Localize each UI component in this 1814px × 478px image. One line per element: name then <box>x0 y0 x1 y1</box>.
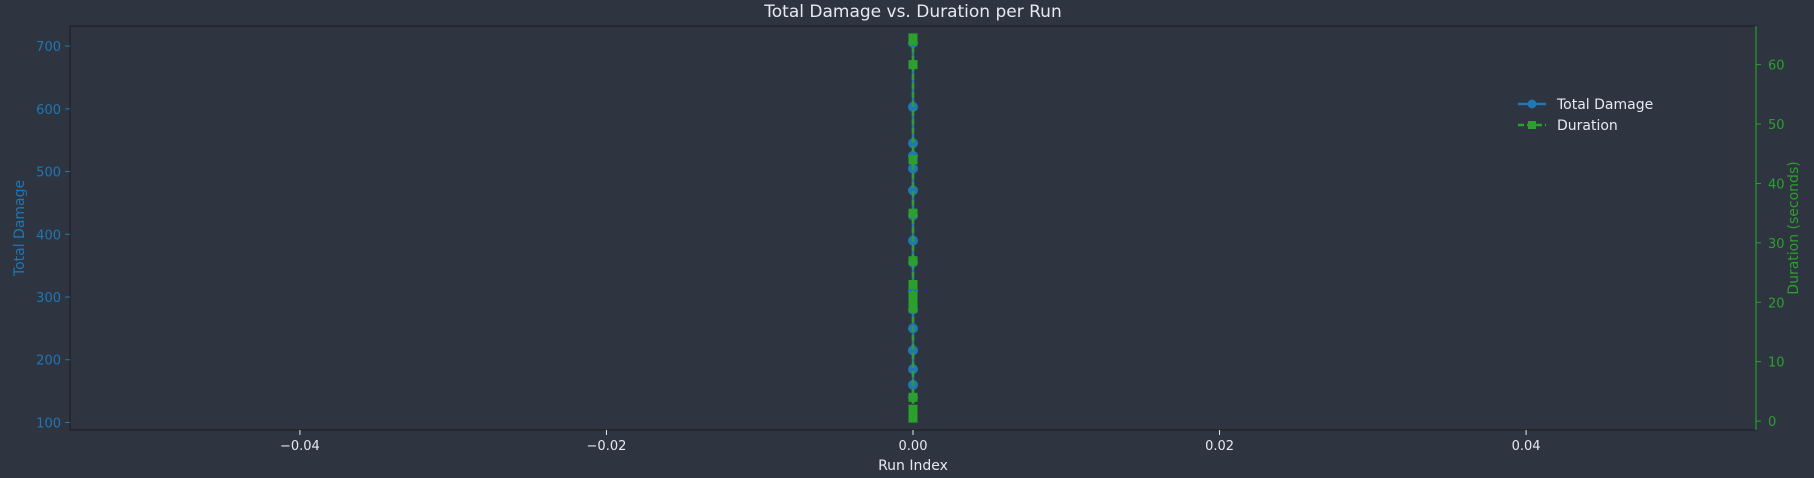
data-point-duration <box>908 303 918 313</box>
left-tick-label: 600 <box>36 103 61 118</box>
data-point-duration <box>908 392 918 402</box>
data-point-duration <box>908 279 918 289</box>
legend-label-duration: Duration <box>1557 118 1618 134</box>
legend-marker-total-damage <box>1527 99 1537 109</box>
left-tick-label: 300 <box>36 291 61 306</box>
data-point-total-damage <box>908 185 918 196</box>
data-point-total-damage <box>908 364 918 375</box>
right-tick-label: 30 <box>1768 237 1785 252</box>
right-tick-label: 60 <box>1768 59 1785 74</box>
legend[interactable]: Total Damage Duration <box>1518 97 1653 134</box>
right-tick-label: 40 <box>1768 177 1785 192</box>
left-tick-label: 400 <box>36 228 61 243</box>
right-axis-label: Duration (seconds) <box>1786 161 1802 294</box>
data-point-duration <box>908 291 918 301</box>
data-point-duration <box>908 297 918 307</box>
data-point-duration <box>908 155 918 165</box>
data-point-duration <box>908 404 918 414</box>
x-tick-label: −0.04 <box>280 439 320 454</box>
data-point-duration <box>908 60 918 70</box>
x-tick-label: −0.02 <box>587 439 627 454</box>
data-point-total-damage <box>908 101 918 112</box>
left-ticks: 100 200 300 400 500 600 700 <box>36 40 70 431</box>
right-tick-label: 0 <box>1768 415 1776 430</box>
data-point-total-damage <box>908 138 918 149</box>
left-axis-label: Total Damage <box>12 180 28 277</box>
x-ticks: −0.04 −0.02 0.00 0.02 0.04 <box>280 430 1541 454</box>
data-point-duration <box>908 208 918 218</box>
data-point-duration <box>908 36 918 46</box>
left-tick-label: 700 <box>36 40 61 55</box>
right-tick-label: 20 <box>1768 296 1785 311</box>
x-tick-label: 0.04 <box>1512 439 1541 454</box>
legend-label-total-damage: Total Damage <box>1556 97 1653 113</box>
data-point-duration <box>908 256 918 266</box>
right-tick-label: 10 <box>1768 356 1785 371</box>
right-ticks: 0 10 20 30 40 50 60 <box>1756 59 1785 430</box>
left-tick-label: 100 <box>36 416 61 431</box>
data-point-total-damage <box>908 345 918 356</box>
chart-title: Total Damage vs. Duration per Run <box>763 2 1061 22</box>
x-tick-label: 0.00 <box>899 439 928 454</box>
x-tick-label: 0.02 <box>1205 439 1234 454</box>
x-axis-label: Run Index <box>878 458 948 474</box>
left-tick-label: 200 <box>36 354 61 369</box>
series-layer <box>908 33 918 423</box>
data-point-duration <box>908 413 918 423</box>
legend-marker-duration <box>1528 121 1536 129</box>
right-tick-label: 50 <box>1768 118 1785 133</box>
left-tick-label: 500 <box>36 166 61 181</box>
